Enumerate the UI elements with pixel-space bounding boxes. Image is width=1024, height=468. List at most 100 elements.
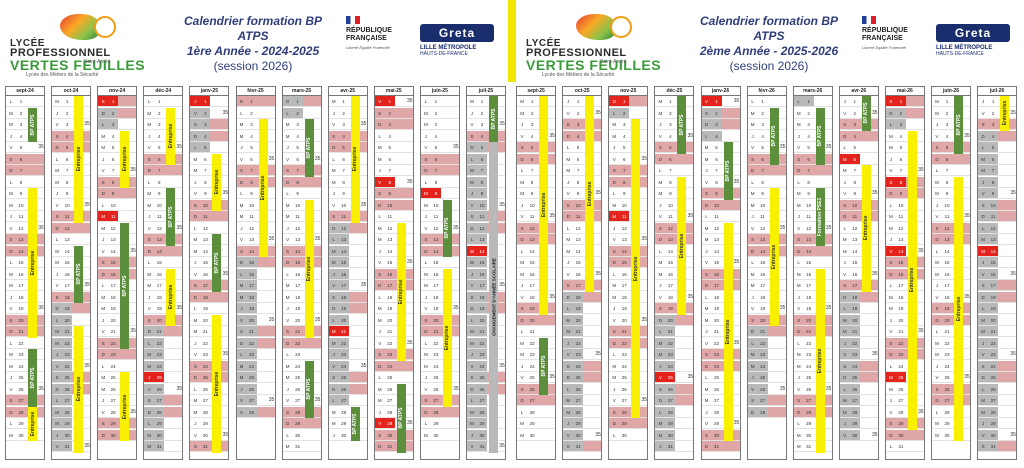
weekday-letter: M <box>467 165 477 175</box>
weekday-letter: V <box>467 360 477 371</box>
day-row: D 24 <box>701 360 740 372</box>
weekday-letter: L <box>190 142 201 152</box>
day-row: S 18 <box>328 291 367 303</box>
weekday-letter: M <box>935 340 939 346</box>
day-number: 29 <box>988 418 999 428</box>
day-number: 4 <box>988 130 999 141</box>
weekday-letter: D <box>9 409 13 415</box>
weekday-letter: M <box>101 145 106 150</box>
day-row: S 23 <box>374 349 413 360</box>
weekday-letter: V <box>797 306 801 311</box>
weekday-letter: L <box>52 314 63 325</box>
day-number: 7 <box>576 168 580 173</box>
day-number: 19 <box>988 303 999 313</box>
day-number: 25 <box>246 372 257 382</box>
month-header: mars-26 <box>793 87 832 96</box>
day-number: 18 <box>433 294 439 300</box>
day-number: 30 <box>477 429 487 440</box>
day-number: 16 <box>806 271 812 277</box>
day-row: V 26 <box>420 384 459 395</box>
weekday-letter: S <box>566 202 570 208</box>
calendar-title-year-1: Calendrier formation BP ATPS 1ère Année … <box>168 14 338 74</box>
weekday-letter: L <box>655 406 666 417</box>
day-row: J 26 <box>609 384 648 395</box>
month-header: nov-24 <box>98 87 137 96</box>
weekday-letter: M <box>563 314 574 325</box>
day-number: 12 <box>621 225 627 231</box>
day-row: J 14 <box>701 246 740 257</box>
weekday-letter: L <box>9 179 13 185</box>
weekday-letter: J <box>148 133 151 139</box>
day-row: L 29 <box>793 418 832 429</box>
weekday-letter: S <box>751 317 755 323</box>
day-number: 20 <box>433 317 439 323</box>
day-row: D 17 <box>701 280 740 291</box>
day-number: 6 <box>669 156 672 162</box>
bp-atps-block: BP ATPS <box>442 199 452 257</box>
day-number: 3 <box>807 122 810 127</box>
weekday-letter: M <box>328 245 339 256</box>
weekday-letter: V <box>470 122 474 127</box>
weekday-letter: L <box>563 383 574 394</box>
weekly-hours: 35 <box>549 374 555 380</box>
day-number: 24 <box>62 360 73 371</box>
day-number: 22 <box>202 340 208 346</box>
weekday-letter: M <box>285 363 290 369</box>
month-column: nov-24 S 1 D 2 L 3 M 4 M 5 J 6 V 7 35 S 8 D 9 L 10 M 11 M 12 J 13 V 1… <box>97 86 138 460</box>
day-number: 9 <box>204 191 207 196</box>
weekday-letter: M <box>285 214 290 219</box>
weekday-letter: S <box>563 441 574 451</box>
weekly-hours: 35 <box>964 374 970 380</box>
weekday-letter: S <box>55 214 59 219</box>
day-row: M 17 <box>6 280 44 291</box>
weekly-hours: 35 <box>84 362 90 369</box>
day-number: 31 <box>202 444 208 449</box>
day-number: 14 <box>387 248 393 254</box>
weekday-letter: V <box>52 441 63 451</box>
day-row: J 10 <box>655 200 694 211</box>
day-row: M 11 <box>98 211 137 222</box>
day-row: L 17 <box>885 280 924 291</box>
weekday-letter: D <box>612 340 616 346</box>
day-number: 5 <box>576 145 580 150</box>
weekday-letter: L <box>424 421 428 426</box>
day-number: 22 <box>154 337 165 348</box>
weekday-letter: D <box>978 130 989 141</box>
day-number: 28 <box>62 406 73 417</box>
weekday-letter: V <box>236 314 247 325</box>
weekday-letter: D <box>797 248 801 254</box>
bp-atps-block: BP ATPS <box>539 337 549 395</box>
weekday-letter: M <box>655 349 666 359</box>
weekday-letter: L <box>978 142 989 152</box>
day-number: 7 <box>158 168 161 173</box>
day-row: S 21 <box>609 326 648 337</box>
day-row: M 10 <box>144 200 183 211</box>
weekday-letter: J <box>55 271 59 277</box>
day-row: D 20 <box>932 314 970 326</box>
day-number: 25 <box>529 375 535 380</box>
french-flag-icon <box>862 16 876 24</box>
day-row: S 29 <box>98 418 137 429</box>
bp-atps-block: BP ATPS <box>861 96 871 131</box>
french-flag-icon <box>346 16 360 24</box>
entreprise-block: Entreprise <box>723 222 733 441</box>
weekday-letter: J <box>981 99 985 104</box>
day-number: 9 <box>576 191 580 196</box>
weekly-hours: 35 <box>314 316 321 323</box>
weekday-letter: J <box>194 179 197 185</box>
weekly-hours: 35 <box>733 420 740 426</box>
day-row: M 15 <box>52 257 91 268</box>
weekday-letter: V <box>889 168 893 173</box>
weekday-letter: M <box>520 179 524 185</box>
weekday-letter: D <box>193 375 198 380</box>
day-row: J 12 <box>236 223 275 234</box>
